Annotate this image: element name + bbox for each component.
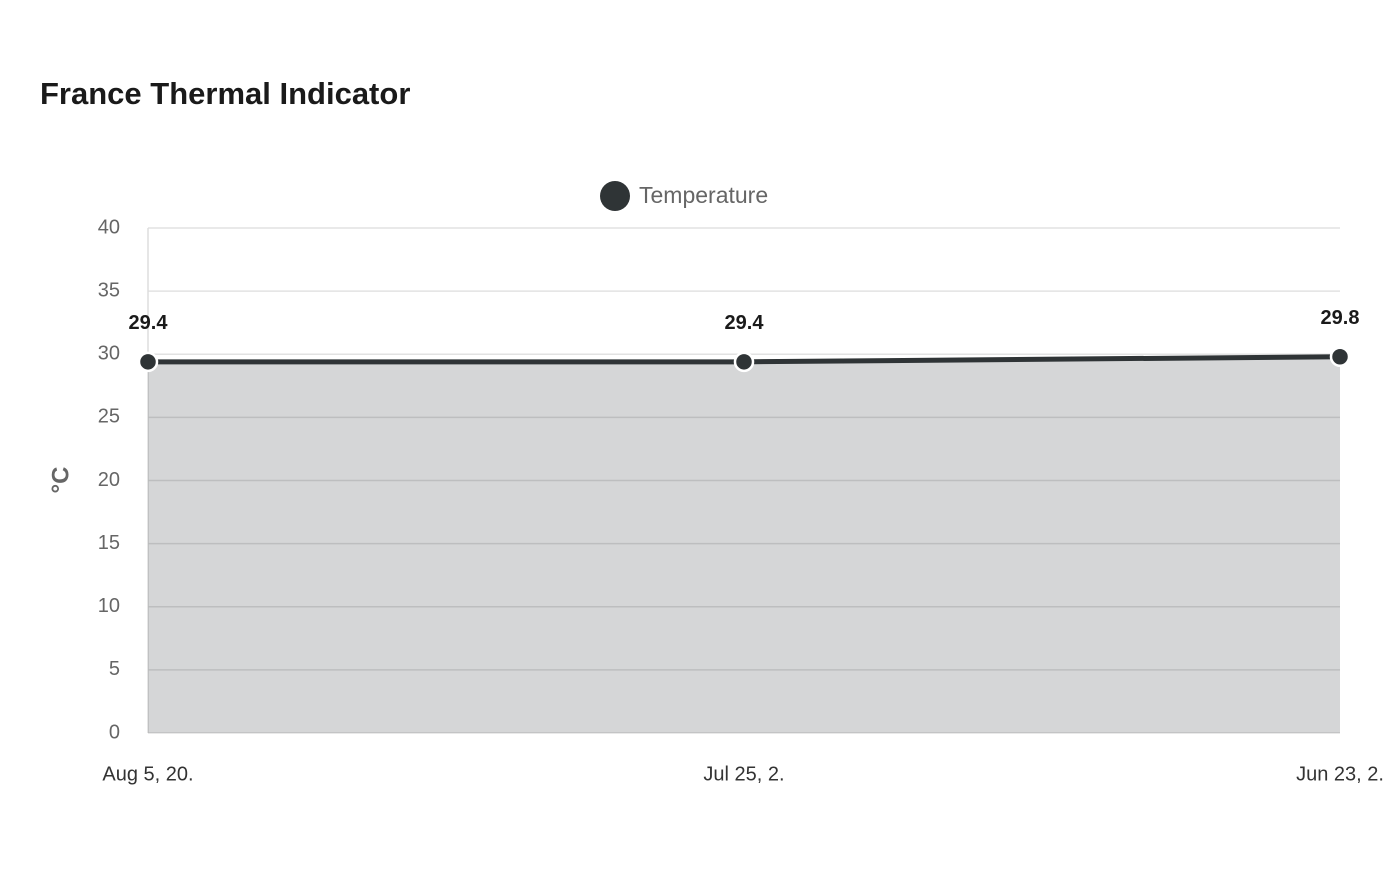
y-tick-label: 30 [98,343,120,365]
y-tick-label: 40 [98,216,120,238]
x-tick-label: Aug 5, 20. [102,763,193,785]
y-tick-label: 15 [98,532,120,554]
y-tick-label: 20 [98,469,120,491]
y-tick-label: 0 [109,721,120,743]
chart-title: France Thermal Indicator [40,76,410,111]
y-tick-label: 10 [98,595,120,617]
y-axis-label: °C [47,467,74,494]
y-tick-label: 25 [98,406,120,428]
data-label: 29.4 [129,312,169,334]
y-tick-label: 5 [109,658,120,680]
data-label: 29.4 [725,312,765,334]
y-tick-label: 35 [98,279,120,301]
legend-label: Temperature [639,182,768,208]
point [137,351,159,373]
point [1329,346,1351,368]
x-tick-label: Jun 23, 2. [1296,763,1384,785]
legend-marker [600,181,630,211]
data-label: 29.8 [1321,307,1360,329]
area [148,356,1340,733]
point [733,351,755,373]
x-tick-label: Jul 25, 2. [703,763,784,785]
